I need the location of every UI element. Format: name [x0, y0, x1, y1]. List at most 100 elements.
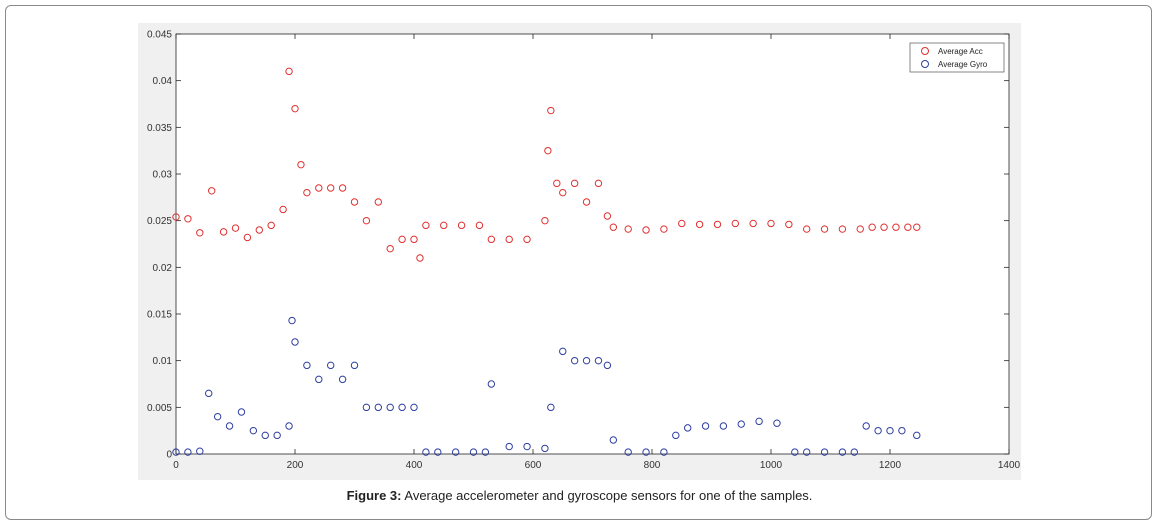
data-point: [603, 361, 612, 370]
x-tick-label: 1200: [879, 460, 902, 471]
data-point: [913, 223, 921, 231]
data-point: [475, 221, 484, 230]
y-tick-label: 0.045: [147, 30, 172, 41]
data-point: [603, 212, 612, 220]
data-point: [350, 361, 359, 370]
data-point: [737, 420, 745, 428]
y-tick-label: 0.025: [147, 216, 172, 227]
data-point: [184, 448, 192, 456]
data-point: [731, 219, 739, 228]
data-point: [701, 422, 710, 430]
legend: Average Acc Average Gyro: [909, 42, 1005, 73]
data-point: [273, 431, 281, 440]
data-point: [559, 347, 567, 356]
data-point: [434, 448, 442, 456]
data-point: [338, 375, 347, 384]
data-point: [785, 220, 793, 229]
data-point: [594, 179, 603, 188]
data-point: [327, 184, 335, 192]
data-point: [285, 422, 293, 430]
series-acc: [172, 67, 921, 262]
data-point: [487, 380, 496, 388]
data-point: [374, 198, 383, 206]
legend-marker-acc: [921, 47, 929, 55]
data-point: [481, 448, 490, 456]
data-point: [416, 254, 424, 262]
x-tick-label: 1400: [998, 460, 1021, 471]
plot-area: [175, 33, 1010, 455]
x-tick-label: 1000: [760, 460, 783, 471]
data-point: [582, 198, 591, 206]
data-point: [523, 235, 531, 244]
data-point: [544, 146, 552, 155]
data-point: [541, 444, 549, 453]
data-point: [660, 448, 668, 456]
data-point: [594, 356, 603, 365]
data-point: [505, 442, 513, 451]
data-point: [767, 219, 775, 228]
data-point: [297, 160, 305, 169]
y-axis: 0 0.005 0.01 0.015 0.02 0.025 0.03 0.035 0.04 0.0…: [147, 30, 1009, 461]
y-tick-label: 0.04: [153, 76, 173, 87]
data-point: [570, 356, 579, 365]
scatter-chart: 0 0.005 0.01 0.015 0.02 0.025 0.03 0.035 0.04 0.0…: [147, 30, 1021, 472]
legend-label-gyro: Average Gyro: [938, 60, 988, 69]
data-point: [172, 213, 180, 221]
data-point: [362, 216, 371, 225]
data-point: [288, 316, 296, 325]
data-point: [398, 235, 406, 244]
data-point: [219, 228, 228, 236]
data-point: [713, 220, 722, 229]
y-tick-label: 0.02: [153, 263, 173, 274]
data-point: [678, 219, 686, 228]
series-layer: [172, 67, 921, 456]
data-point: [880, 223, 888, 231]
data-point: [213, 412, 222, 421]
legend-marker-gyro: [921, 60, 929, 68]
data-point: [231, 224, 240, 232]
x-tick-label: 400: [406, 460, 423, 471]
data-point: [208, 187, 216, 195]
data-point: [755, 417, 763, 426]
data-point: [249, 426, 258, 435]
data-point: [874, 426, 882, 435]
data-point: [547, 106, 555, 115]
x-tick-label: 800: [644, 460, 661, 471]
data-point: [422, 448, 430, 456]
data-point: [303, 361, 311, 370]
data-point: [291, 104, 299, 113]
caption-text: Average accelerometer and gyroscope sens…: [401, 488, 813, 503]
y-tick-label: 0.015: [147, 310, 172, 321]
data-point: [913, 431, 921, 440]
data-point: [350, 198, 359, 206]
figure-caption: Figure 3: Average accelerometer and gyro…: [0, 488, 1159, 503]
data-point: [255, 226, 264, 234]
data-point: [541, 216, 549, 225]
data-point: [672, 431, 680, 440]
data-point: [315, 375, 323, 384]
data-point: [303, 188, 311, 197]
data-point: [642, 448, 650, 456]
data-point: [791, 448, 799, 456]
series-gyro: [172, 316, 921, 456]
data-point: [660, 225, 668, 233]
data-point: [803, 448, 811, 456]
data-point: [285, 67, 293, 76]
data-point: [803, 225, 811, 233]
data-point: [243, 233, 252, 242]
x-tick-label: 0: [173, 460, 179, 471]
data-point: [609, 223, 618, 231]
data-point: [868, 223, 876, 231]
data-point: [820, 448, 829, 456]
data-point: [523, 442, 531, 451]
data-point: [487, 235, 496, 244]
data-point: [820, 225, 829, 233]
data-point: [184, 215, 192, 223]
data-point: [205, 389, 213, 398]
data-point: [398, 403, 406, 412]
data-point: [410, 403, 418, 412]
data-point: [856, 225, 864, 233]
data-point: [886, 426, 894, 435]
data-point: [410, 235, 418, 244]
data-point: [315, 184, 323, 192]
